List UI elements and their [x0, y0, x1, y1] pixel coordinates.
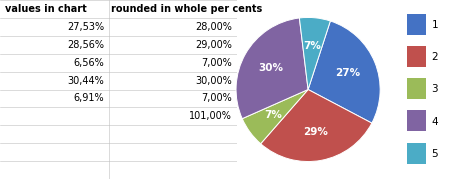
- Wedge shape: [242, 90, 308, 144]
- Text: 7,00%: 7,00%: [201, 93, 232, 103]
- Text: 6,91%: 6,91%: [73, 93, 104, 103]
- Text: 30%: 30%: [258, 63, 283, 73]
- Text: 3: 3: [431, 84, 438, 95]
- Text: 101,00%: 101,00%: [190, 111, 232, 121]
- Bar: [407, 78, 426, 99]
- Wedge shape: [308, 21, 380, 123]
- Text: 4: 4: [431, 117, 438, 127]
- Text: 30,44%: 30,44%: [67, 76, 104, 86]
- Text: 7%: 7%: [264, 110, 282, 120]
- Text: 30,00%: 30,00%: [195, 76, 232, 86]
- Text: 27,53%: 27,53%: [67, 22, 104, 32]
- Bar: [407, 110, 426, 131]
- Wedge shape: [261, 90, 372, 162]
- Text: 7,00%: 7,00%: [201, 58, 232, 68]
- Wedge shape: [236, 18, 308, 119]
- Text: 6,56%: 6,56%: [73, 58, 104, 68]
- Text: 5: 5: [431, 149, 438, 159]
- Text: 1: 1: [431, 20, 438, 30]
- Text: 27%: 27%: [336, 68, 361, 78]
- Text: values in chart: values in chart: [5, 4, 86, 14]
- Text: rounded in whole per cents: rounded in whole per cents: [111, 4, 263, 14]
- Bar: [407, 14, 426, 35]
- Text: 7%: 7%: [303, 42, 321, 52]
- Bar: [407, 46, 426, 67]
- Text: 29,00%: 29,00%: [195, 40, 232, 50]
- Text: 2: 2: [431, 52, 438, 62]
- Text: 28,56%: 28,56%: [67, 40, 104, 50]
- Bar: [407, 143, 426, 164]
- Text: 29%: 29%: [303, 127, 328, 137]
- Wedge shape: [300, 17, 330, 90]
- Text: 28,00%: 28,00%: [195, 22, 232, 32]
